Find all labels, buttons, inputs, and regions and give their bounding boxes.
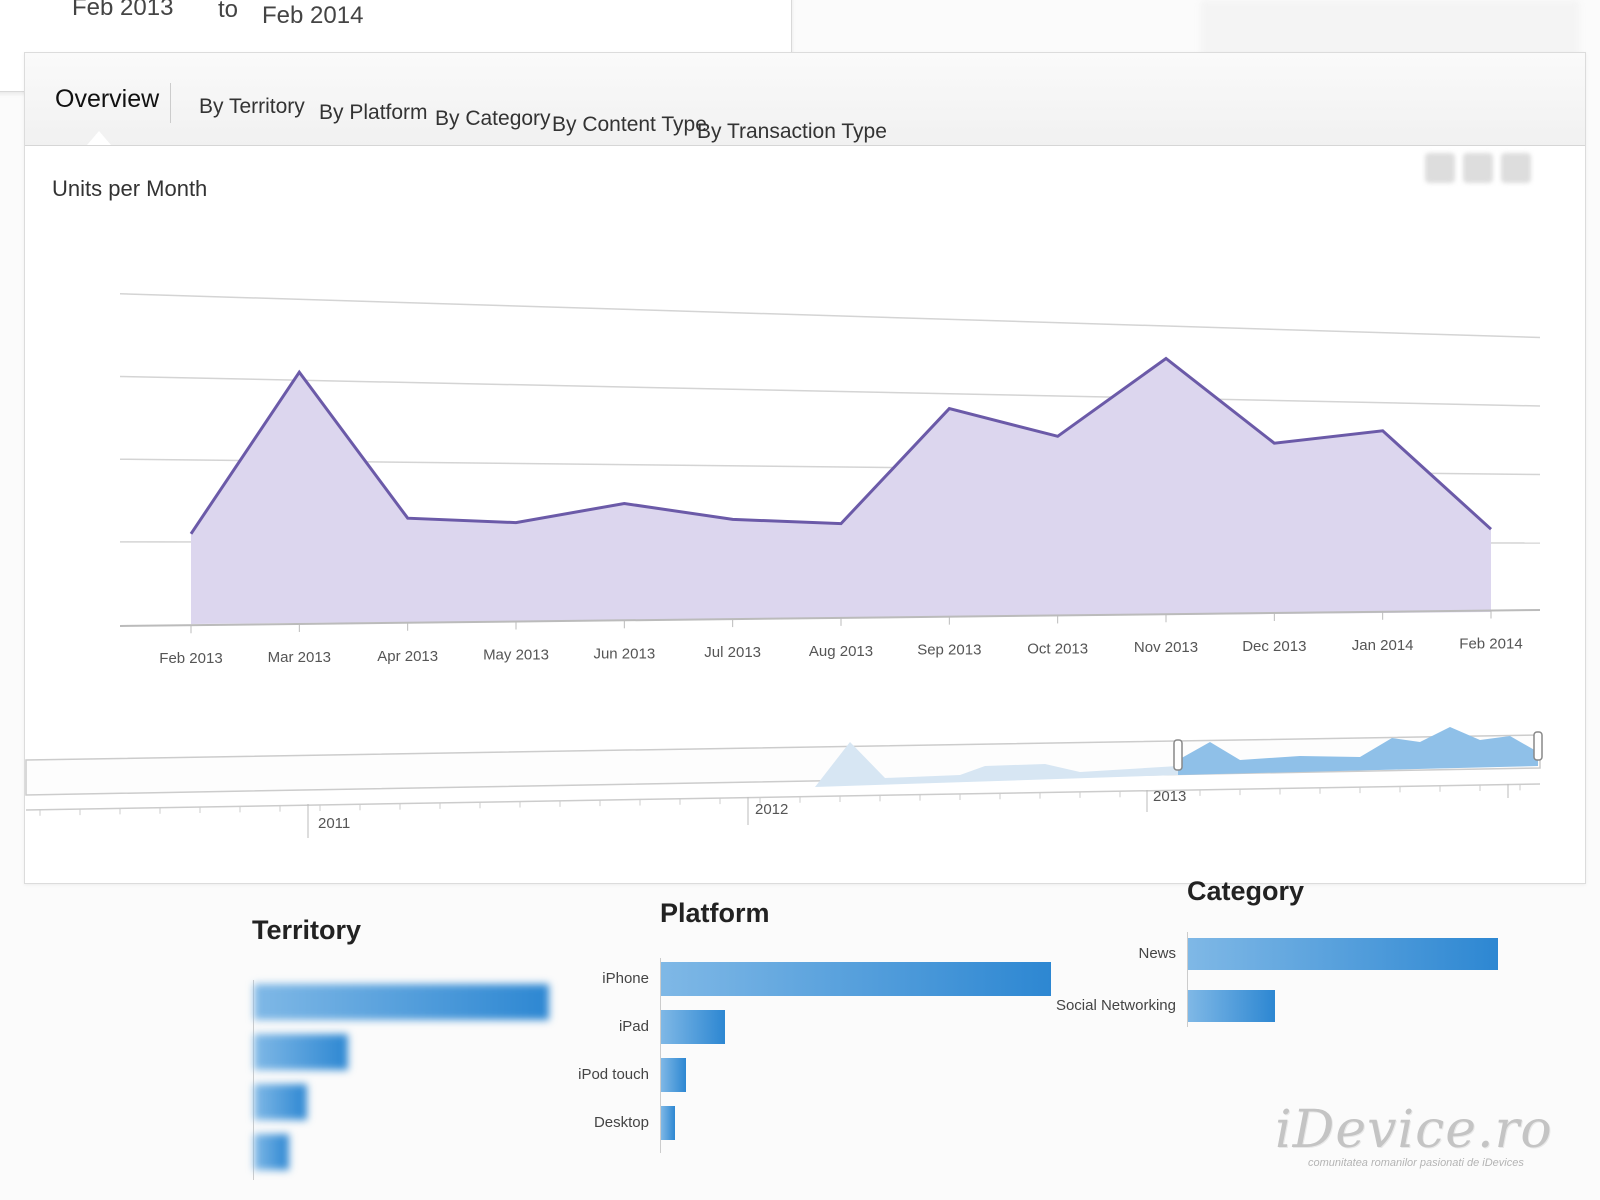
- category-bar-label: News: [1138, 945, 1176, 962]
- territory-bar: [254, 1034, 349, 1070]
- date-to[interactable]: Feb 2014: [262, 2, 364, 29]
- timeline-past-area: [815, 742, 1178, 787]
- tab-by-transaction-type[interactable]: By Transaction Type: [697, 120, 887, 143]
- x-tick-label: Oct 2013: [1027, 640, 1088, 657]
- x-tick-label: Dec 2013: [1242, 638, 1306, 655]
- territory-bar: [254, 1134, 290, 1170]
- chart-title: Units per Month: [52, 176, 208, 201]
- edit-icon[interactable]: [1425, 153, 1455, 183]
- x-tick-label: Jan 2014: [1352, 637, 1414, 654]
- timeline-navigator: 2011 2012 2013: [25, 727, 1543, 838]
- watermark-logo: iDevice.ro: [1275, 1100, 1553, 1160]
- gridline: [119, 375, 1541, 407]
- tab-by-platform[interactable]: By Platform: [319, 101, 428, 124]
- x-tick-label: May 2013: [483, 647, 549, 664]
- timeline-selected-area: [1178, 727, 1538, 775]
- category-bar: [1188, 938, 1498, 970]
- download-icon[interactable]: [1501, 153, 1531, 183]
- category-bar: [1188, 990, 1275, 1022]
- category-axis: [1187, 932, 1188, 1027]
- timeline-track: [25, 734, 1541, 796]
- tab-overview[interactable]: Overview: [55, 85, 160, 113]
- date-separator: to: [218, 0, 239, 23]
- chart-tool-icons: [1425, 153, 1555, 193]
- platform-bar-label: iPhone: [602, 970, 649, 987]
- units-area-fill: [191, 358, 1491, 624]
- x-tick-label: Jul 2013: [704, 644, 761, 661]
- units-chart: Feb 2013 Mar 2013 Apr 2013 May 2013 Jun 2013…: [25, 293, 1543, 838]
- platform-title: Platform: [660, 898, 770, 928]
- date-from[interactable]: Feb 2013: [72, 0, 174, 21]
- territory-bar: [254, 1084, 308, 1120]
- tab-by-content-type[interactable]: By Content Type: [552, 113, 707, 136]
- platform-bar-label: iPod touch: [578, 1066, 649, 1083]
- timeline-label-2012: 2012: [755, 801, 788, 818]
- active-tab-caret: [87, 131, 111, 145]
- tab-by-category[interactable]: By Category: [435, 107, 551, 130]
- tab-divider: [170, 83, 171, 123]
- territory-title: Territory: [252, 915, 362, 945]
- x-tick-label: Feb 2014: [1459, 636, 1522, 653]
- gridline: [119, 293, 1541, 339]
- tab-by-territory[interactable]: By Territory: [199, 95, 305, 118]
- x-tick-label: Apr 2013: [377, 648, 438, 665]
- export-icon[interactable]: [1463, 153, 1493, 183]
- platform-bar: [661, 1058, 687, 1092]
- timeline-handle-right: [1533, 731, 1543, 761]
- category-title: Category: [1187, 876, 1305, 906]
- x-axis-line: [119, 609, 1541, 627]
- x-tick-label: Nov 2013: [1134, 639, 1198, 656]
- timeline-ticks: [39, 784, 1521, 816]
- platform-bar-label: iPad: [618, 1018, 649, 1035]
- platform-axis: [660, 958, 661, 1153]
- x-tick-label: Jun 2013: [593, 645, 655, 662]
- timeline-axis: [25, 783, 1541, 811]
- tab-bar: Overview By Territory By Platform By Cat…: [25, 53, 1585, 146]
- x-axis-ticks: [190, 610, 1492, 634]
- timeline-label-2013: 2013: [1153, 788, 1186, 805]
- platform-bar-label: Desktop: [593, 1114, 649, 1131]
- platform-bar: [661, 1106, 675, 1140]
- x-tick-label: Mar 2013: [268, 649, 331, 666]
- units-line: [189, 356, 1493, 535]
- platform-bar: [661, 962, 1051, 996]
- territory-bar: [254, 984, 549, 1020]
- platform-bar: [661, 1010, 726, 1044]
- watermark-tagline: comunitatea romanilor pasionati de iDevi…: [1308, 1157, 1524, 1169]
- category-bar-label: Social Networking: [1055, 997, 1176, 1014]
- x-tick-label: Aug 2013: [809, 643, 873, 660]
- timeline-label-2011: 2011: [318, 815, 350, 832]
- x-tick-label: Feb 2013: [159, 650, 222, 667]
- territory-axis: [253, 980, 254, 1180]
- timeline-handle-left: [1173, 739, 1183, 771]
- x-tick-label: Sep 2013: [917, 642, 981, 659]
- x-axis-labels: Feb 2013 Mar 2013 Apr 2013 May 2013 Jun 2013…: [159, 636, 1522, 668]
